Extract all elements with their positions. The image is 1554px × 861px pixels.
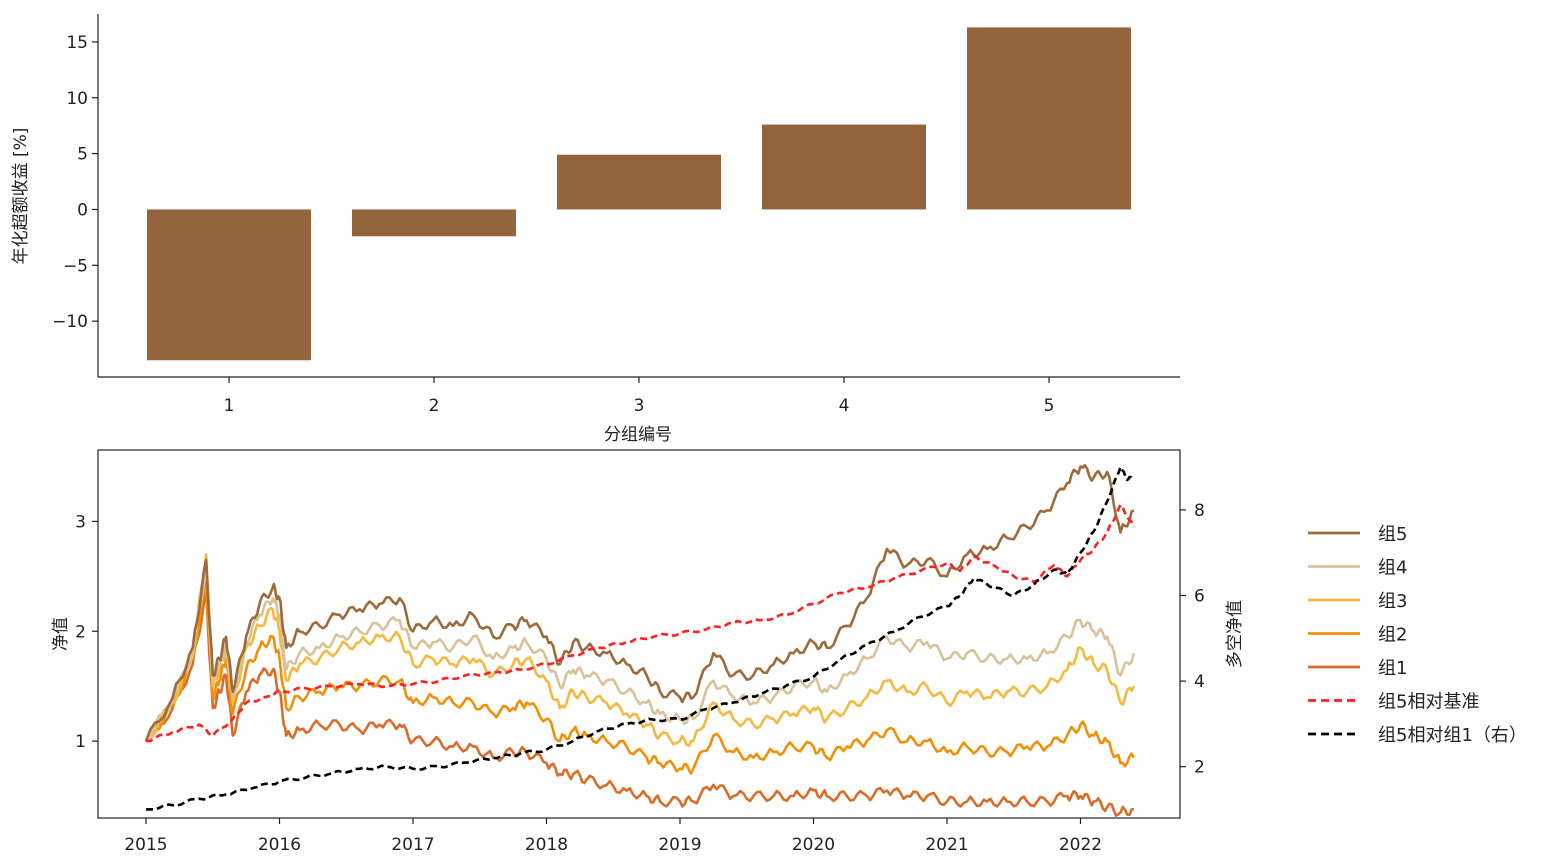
bar-y-tick-label: −5 xyxy=(63,256,88,276)
series-line xyxy=(144,464,1135,742)
line-x-tick-label: 2022 xyxy=(1059,835,1102,855)
bar-5 xyxy=(967,27,1131,210)
line-x-tick-label: 2018 xyxy=(525,835,568,855)
bar-y-label: 年化超额收益 [%] xyxy=(11,128,31,265)
bar-3 xyxy=(557,154,721,210)
bar-chart: −10 −5 0 5 10 15 1 2 3 4 5 分组编号 年化超额收益 [%] xyxy=(11,14,1180,445)
line-x-tick-label: 2016 xyxy=(258,835,301,855)
bar-1 xyxy=(147,209,311,361)
line-y2-tick-label: 6 xyxy=(1194,586,1205,606)
line-x-tick-label: 2017 xyxy=(391,835,434,855)
legend-label: 组4 xyxy=(1378,558,1407,579)
legend-label: 组5相对基准 xyxy=(1378,692,1479,713)
bar-y-tick-label: 5 xyxy=(77,145,88,165)
line-chart: 1 2 3 2 4 6 8 2015 2016 2017 2018 2019 2020 2021 202… xyxy=(51,449,1245,855)
line-y2-tick-label: 2 xyxy=(1194,758,1205,778)
bar-x-tick-label: 2 xyxy=(429,396,440,416)
line-y-tick-label: 3 xyxy=(75,512,86,532)
series-line xyxy=(145,465,1136,811)
line-x-tick-label: 2015 xyxy=(124,835,167,855)
bar-y-tick-label: 10 xyxy=(66,89,88,109)
series-line xyxy=(145,503,1136,743)
line-y-label: 净值 xyxy=(51,617,71,651)
series-line xyxy=(145,553,1136,747)
legend-label: 组2 xyxy=(1378,625,1407,646)
line-y-tick-label: 2 xyxy=(75,622,86,642)
bar-x-label: 分组编号 xyxy=(604,425,672,445)
bar-x-tick-label: 5 xyxy=(1044,396,1055,416)
bar-x-tick-label: 3 xyxy=(634,396,645,416)
line-x-tick-label: 2021 xyxy=(925,835,968,855)
line-y2-tick-label: 4 xyxy=(1194,672,1205,692)
legend-label: 组1 xyxy=(1378,658,1407,679)
series-line xyxy=(144,591,1135,817)
legend-label: 组5相对组1（右） xyxy=(1378,725,1527,746)
legend-label: 组5 xyxy=(1378,524,1407,545)
series-line xyxy=(145,564,1136,743)
bar-y-tick-label: −10 xyxy=(52,312,88,332)
bar-x-tick-label: 4 xyxy=(839,396,850,416)
line-x-tick-label: 2020 xyxy=(792,835,835,855)
bar-y-tick-label: 0 xyxy=(77,200,88,220)
line-plot-frame xyxy=(97,449,1181,819)
bar-y-tick-label: 15 xyxy=(66,33,88,53)
series-line xyxy=(144,580,1136,775)
line-y2-tick-label: 8 xyxy=(1194,501,1205,521)
line-y-tick-label: 1 xyxy=(75,732,86,752)
legend-label: 组3 xyxy=(1378,591,1407,612)
line-x-tick-label: 2019 xyxy=(658,835,701,855)
bar-2 xyxy=(352,209,516,237)
line-y2-label: 多空净值 xyxy=(1225,600,1245,668)
bar-x-tick-label: 1 xyxy=(224,396,235,416)
bar-4 xyxy=(762,124,926,210)
